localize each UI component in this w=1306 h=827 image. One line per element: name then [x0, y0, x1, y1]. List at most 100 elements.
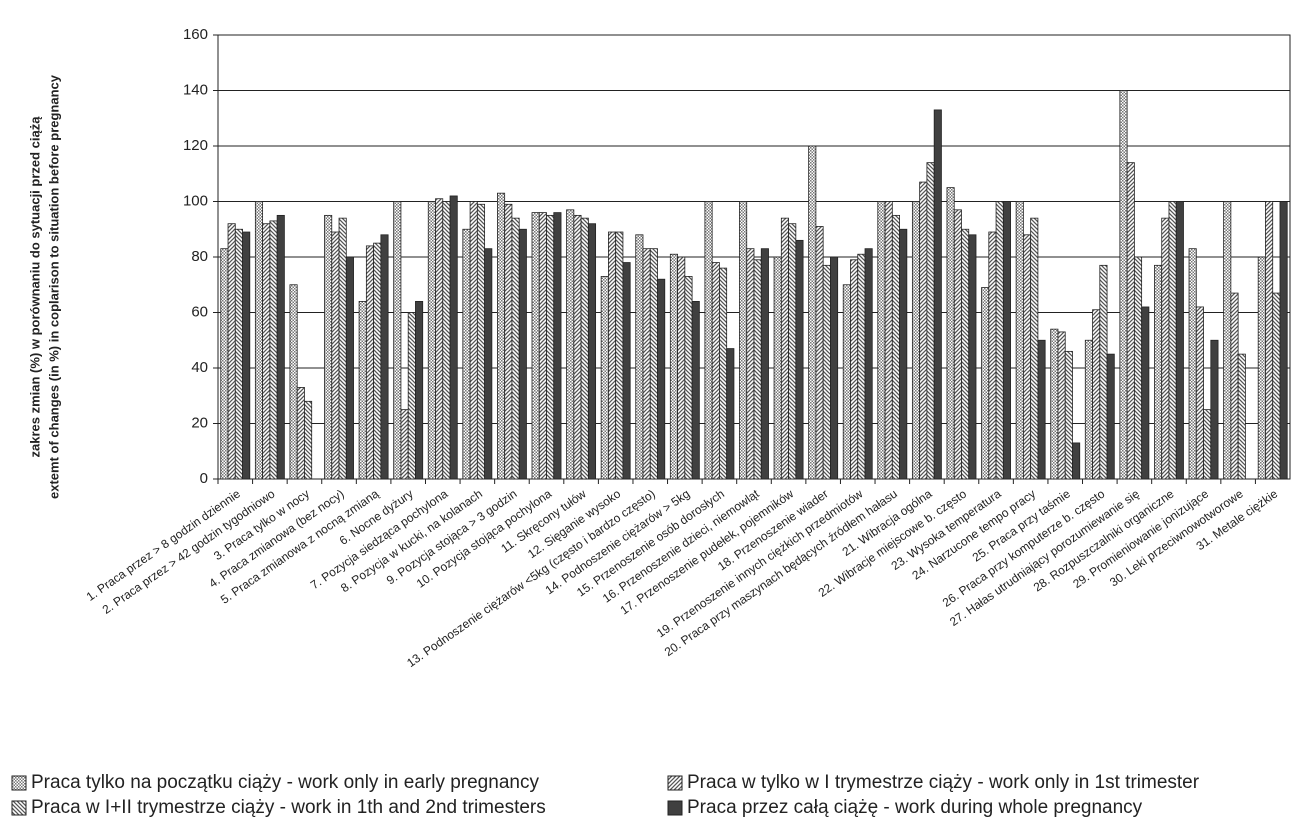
bar — [553, 212, 562, 480]
bar — [1106, 353, 1115, 480]
legend-label: Praca w I+II trymestrze ciąży - work in … — [31, 797, 546, 818]
bar — [365, 245, 375, 480]
bar — [635, 234, 644, 480]
bar — [1072, 442, 1081, 480]
bar — [884, 201, 893, 480]
bar — [684, 276, 693, 480]
bar — [691, 300, 700, 480]
bar — [566, 209, 575, 480]
bar — [1272, 292, 1281, 480]
y-tick-label: 0 — [200, 470, 208, 487]
y-tick-label: 160 — [183, 26, 208, 43]
bar — [933, 109, 942, 480]
bar — [1030, 217, 1039, 480]
bar — [476, 203, 486, 480]
bar — [808, 145, 817, 480]
bar — [435, 198, 444, 480]
bar — [407, 312, 416, 480]
bar — [1203, 409, 1212, 480]
bar — [1195, 306, 1204, 480]
bar — [1265, 201, 1274, 480]
bar — [1064, 350, 1073, 480]
y-tick-label: 80 — [191, 248, 208, 265]
bar — [1119, 90, 1128, 480]
bar — [1084, 339, 1093, 480]
bar — [795, 239, 804, 480]
bar — [1154, 264, 1163, 480]
legend-label: Praca tylko na początku ciąży - work onl… — [31, 772, 539, 793]
bar — [276, 214, 285, 480]
bar — [373, 242, 382, 480]
bar — [919, 181, 928, 480]
bar — [988, 231, 997, 480]
bar — [1257, 256, 1266, 480]
bar — [511, 217, 520, 480]
bar — [1015, 201, 1024, 480]
bar — [946, 187, 955, 480]
bar — [995, 201, 1004, 480]
bar — [296, 387, 305, 480]
bar — [1210, 339, 1219, 480]
bar — [1223, 201, 1232, 480]
bar — [615, 231, 624, 480]
bar — [739, 201, 748, 480]
bar — [1099, 264, 1108, 480]
bar — [788, 223, 797, 480]
bar — [442, 201, 451, 480]
bar — [981, 287, 990, 480]
legend-swatch — [667, 800, 683, 816]
bar — [953, 209, 962, 480]
bar — [1037, 339, 1046, 480]
legend-swatch — [667, 775, 683, 791]
bar — [1002, 201, 1011, 480]
bar — [358, 300, 367, 480]
legend-swatch — [11, 775, 27, 791]
bar — [220, 248, 229, 480]
bar — [1126, 162, 1135, 480]
bar — [822, 264, 831, 480]
bar — [1237, 353, 1246, 480]
bar — [704, 201, 713, 480]
bar — [289, 284, 298, 480]
bar — [504, 203, 513, 480]
bar — [622, 262, 631, 480]
bar — [427, 201, 436, 480]
bar — [331, 231, 340, 480]
bar — [899, 228, 908, 480]
bar — [608, 231, 617, 480]
bar — [497, 192, 506, 480]
bar — [677, 256, 686, 480]
bar — [393, 201, 402, 480]
y-tick-label: 20 — [191, 414, 208, 431]
bar — [400, 409, 409, 480]
bar — [227, 223, 236, 480]
y-tick-label: 140 — [183, 81, 208, 98]
bar — [1188, 248, 1197, 480]
bar — [531, 212, 540, 480]
legend-label: Praca przez całą ciążę - work during who… — [687, 797, 1143, 818]
bar — [234, 228, 243, 480]
bar — [587, 223, 597, 480]
legend-label: Praca w tylko w I trymestrze ciąży - wor… — [687, 772, 1200, 793]
bar — [711, 262, 720, 480]
bar — [864, 248, 873, 480]
bar — [449, 195, 458, 480]
bar — [262, 223, 271, 480]
bar — [746, 248, 755, 480]
bar — [518, 228, 527, 480]
bar — [462, 228, 471, 480]
bar — [1161, 217, 1170, 480]
bar — [254, 201, 264, 480]
bar — [345, 256, 354, 480]
legend-swatch — [11, 800, 27, 816]
y-tick-label: 60 — [191, 303, 208, 320]
bar — [1092, 309, 1101, 480]
bar — [546, 214, 555, 480]
bar — [830, 256, 839, 480]
bar — [773, 256, 782, 480]
bar — [380, 234, 389, 480]
bar — [1230, 292, 1239, 480]
bar — [719, 267, 728, 480]
bar — [1133, 256, 1143, 480]
